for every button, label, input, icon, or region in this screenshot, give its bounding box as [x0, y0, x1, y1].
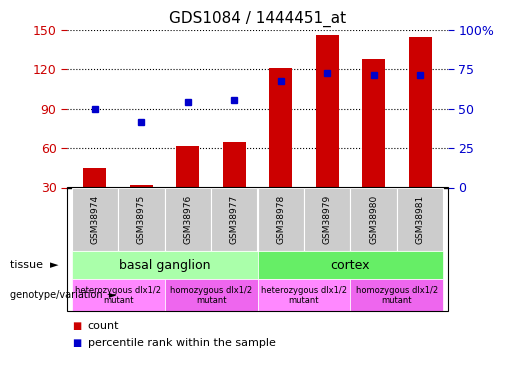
- Text: GSM38980: GSM38980: [369, 195, 378, 244]
- Bar: [316, 35, 339, 188]
- Bar: [83, 168, 107, 188]
- Text: GSM38976: GSM38976: [183, 195, 192, 244]
- Text: GSM38974: GSM38974: [90, 195, 99, 244]
- Text: count: count: [88, 321, 119, 331]
- Text: GSM38977: GSM38977: [230, 195, 239, 244]
- Text: basal ganglion: basal ganglion: [119, 259, 210, 272]
- Text: heterozygous dlx1/2
mutant: heterozygous dlx1/2 mutant: [261, 286, 347, 305]
- Title: GDS1084 / 1444451_at: GDS1084 / 1444451_at: [169, 11, 346, 27]
- Text: GSM38979: GSM38979: [323, 195, 332, 244]
- Text: homozygous dlx1/2
mutant: homozygous dlx1/2 mutant: [356, 286, 438, 305]
- Text: genotype/variation  ►: genotype/variation ►: [10, 290, 117, 300]
- Bar: [269, 68, 293, 188]
- Text: GSM38975: GSM38975: [137, 195, 146, 244]
- Text: ■: ■: [72, 321, 81, 331]
- Text: ■: ■: [72, 338, 81, 348]
- Text: cortex: cortex: [331, 259, 370, 272]
- Text: heterozygous dlx1/2
mutant: heterozygous dlx1/2 mutant: [75, 286, 161, 305]
- Text: homozygous dlx1/2
mutant: homozygous dlx1/2 mutant: [170, 286, 252, 305]
- Text: GSM38978: GSM38978: [276, 195, 285, 244]
- Bar: [176, 146, 199, 188]
- Text: tissue  ►: tissue ►: [10, 260, 59, 270]
- Bar: [222, 142, 246, 188]
- Text: percentile rank within the sample: percentile rank within the sample: [88, 338, 276, 348]
- Text: GSM38981: GSM38981: [416, 195, 425, 244]
- Bar: [408, 37, 432, 188]
- Bar: [130, 185, 153, 188]
- Bar: [362, 59, 385, 188]
